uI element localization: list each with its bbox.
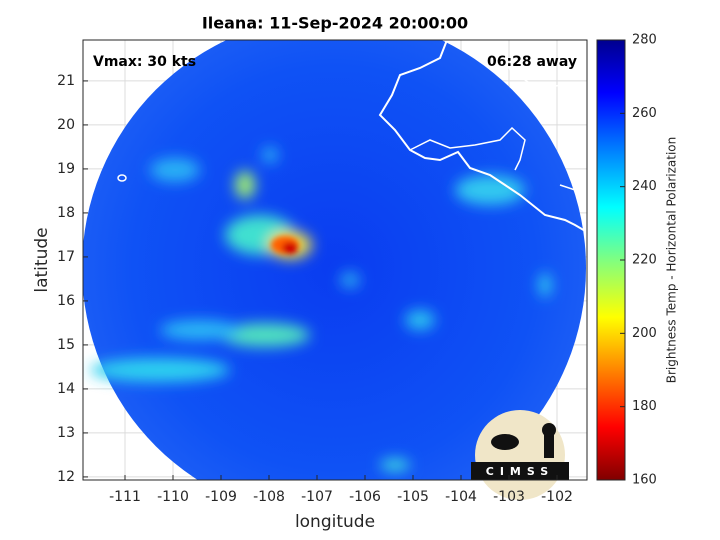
y-tick-label: 18 (57, 205, 75, 221)
coastline (378, 40, 587, 233)
y-tick-label: 14 (57, 381, 75, 397)
colorbar-tick-label: 220 (632, 253, 657, 268)
x-tick-label: -110 (157, 489, 189, 505)
colorbar-tick-label: 180 (632, 399, 657, 414)
logo-bar (471, 462, 569, 480)
y-axis-label: latitude (32, 227, 52, 292)
x-tick-label: -102 (541, 489, 573, 505)
x-tick-label: -109 (205, 489, 237, 505)
annotation: Vmax: 30 kts (93, 54, 196, 70)
y-tick-label: 13 (57, 425, 75, 441)
features (90, 147, 551, 471)
x-tick-label: -104 (445, 489, 477, 505)
plot-frame (82, 39, 588, 481)
swath (83, 40, 587, 480)
annotation: 06:28 away (487, 54, 577, 70)
island (117, 174, 127, 182)
chart-title: Ileana: 11-Sep-2024 20:00:00 (202, 14, 468, 33)
y-tick-label: 15 (57, 337, 75, 353)
x-axis-label: longitude (295, 512, 375, 532)
colorbar-tick-label: 240 (632, 179, 657, 194)
y-tick-label: 20 (57, 117, 75, 133)
logo-tank (542, 423, 556, 437)
y-tick-label: 19 (57, 161, 75, 177)
colorbar-tick-label: 260 (632, 106, 657, 121)
y-tick-label: 16 (57, 293, 75, 309)
colorbar-tick-label: 160 (632, 473, 657, 488)
logo: CIMSS (471, 410, 569, 500)
y-tick-label: 17 (57, 249, 75, 265)
colorbar-tick-label: 200 (632, 326, 657, 341)
y-tick-label: 21 (57, 73, 75, 89)
x-tick-label: -106 (349, 489, 381, 505)
colorbar-label: Brightness Temp - Horizontal Polarizatio… (665, 137, 679, 384)
x-tick-label: -107 (301, 489, 333, 505)
x-tick-label: -105 (397, 489, 429, 505)
colorbar-tick-label: 280 (632, 33, 657, 48)
logo-tower (544, 428, 554, 458)
x-tick-label: -111 (109, 489, 141, 505)
x-tick-label: -108 (253, 489, 285, 505)
border (409, 40, 587, 191)
hotspot (271, 236, 299, 254)
logo-text: CIMSS (486, 465, 554, 478)
x-tick-label: -103 (493, 489, 525, 505)
y-tick-label: 12 (57, 469, 75, 485)
logo-dish (491, 434, 519, 450)
